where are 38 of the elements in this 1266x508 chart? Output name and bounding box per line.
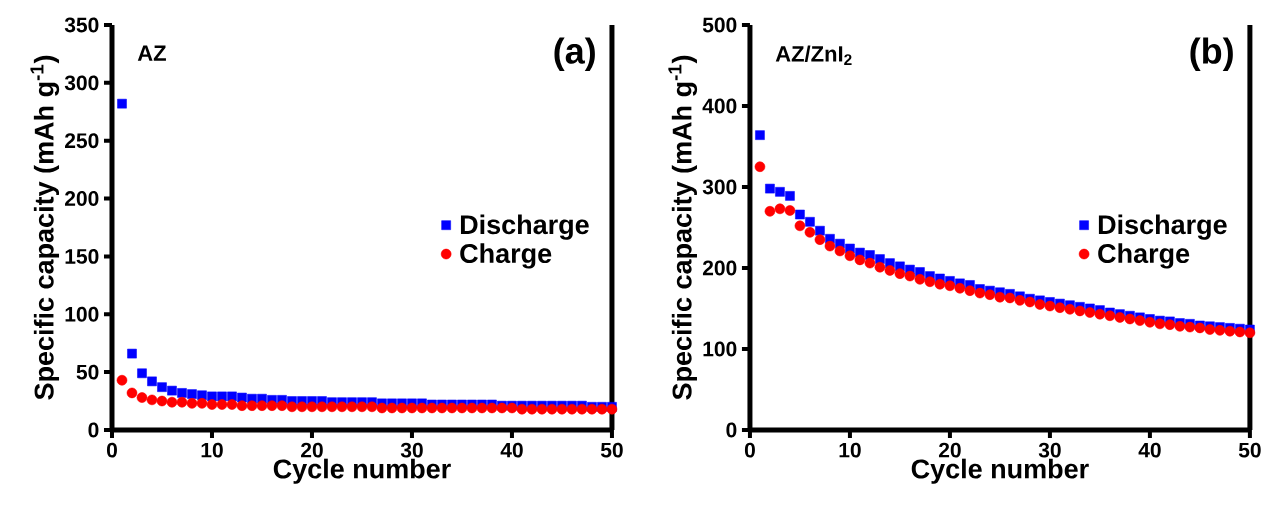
y-tick-label: 50 bbox=[76, 364, 99, 380]
x-tick-label: 50 bbox=[600, 442, 623, 458]
y-tick-label: 150 bbox=[65, 248, 99, 264]
y-tick-label: 200 bbox=[702, 260, 737, 276]
legend-label: Discharge bbox=[460, 214, 589, 240]
y-tick-label: 300 bbox=[702, 179, 737, 195]
annotation: AZ bbox=[137, 45, 166, 61]
x-tick-label: 50 bbox=[1238, 442, 1261, 458]
x-tick-label: 30 bbox=[1038, 442, 1061, 458]
y-axis-title: Specific capacity (mAh g$^{-1}$) bbox=[668, 55, 698, 400]
legend-label: Charge bbox=[1098, 243, 1190, 269]
x-tick-label: 40 bbox=[500, 442, 523, 458]
x-tick-label: 40 bbox=[1138, 442, 1161, 458]
x-tick-label: 0 bbox=[106, 442, 117, 458]
legend-label: Discharge bbox=[1098, 214, 1227, 240]
y-axis-title: Specific capacity (mAh g$^{-1}$) bbox=[30, 55, 60, 400]
y-tick-label: 0 bbox=[88, 422, 99, 438]
y-tick-label: 500 bbox=[702, 17, 737, 33]
annotation: (a) bbox=[554, 37, 595, 71]
x-tick-label: 20 bbox=[301, 442, 323, 458]
y-tick-label: 350 bbox=[64, 17, 99, 33]
annotation: AZ/ZnI$_{2}$ bbox=[775, 45, 852, 65]
y-tick-label: 100 bbox=[703, 341, 737, 357]
legend-label: Charge bbox=[460, 243, 552, 269]
x-tick-label: 0 bbox=[744, 442, 755, 458]
y-tick-label: 250 bbox=[65, 133, 99, 149]
x-axis-title: Cycle number bbox=[273, 458, 451, 484]
y-tick-label: 200 bbox=[65, 191, 99, 206]
y-tick-label: 0 bbox=[726, 422, 737, 438]
y-tick-label: 300 bbox=[64, 75, 99, 91]
x-tick-label: 10 bbox=[839, 442, 861, 458]
annotation: (b) bbox=[1190, 37, 1233, 71]
x-tick-label: 30 bbox=[400, 442, 423, 458]
y-tick-label: 100 bbox=[65, 306, 99, 322]
y-tick-label: 400 bbox=[702, 98, 737, 114]
x-axis-title: Cycle number bbox=[911, 458, 1089, 484]
x-tick-label: 20 bbox=[938, 442, 961, 458]
x-tick-label: 10 bbox=[201, 442, 223, 458]
